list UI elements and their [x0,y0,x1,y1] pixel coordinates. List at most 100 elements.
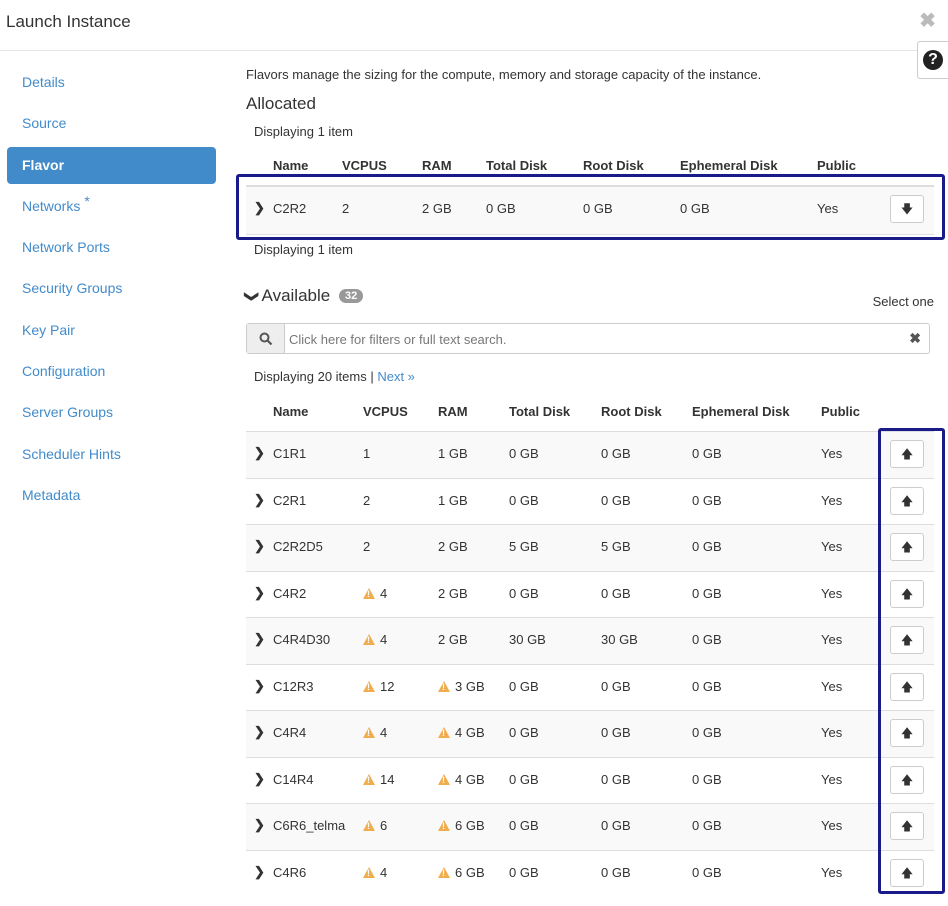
allocated-col-vcpus[interactable]: VCPUS [342,158,387,173]
allocated-col-ephemeral-disk[interactable]: Ephemeral Disk [680,158,778,173]
cell-vcpus: 6 [363,818,387,833]
cell-total-disk: 0 GB [509,772,539,787]
chevron-right-icon[interactable]: ❯ [254,491,265,507]
cell-vcpus: 2 [363,493,370,508]
nav-item-network-ports[interactable]: Network Ports [7,229,216,266]
cell-text: Yes [821,632,843,647]
available-col-vcpus[interactable]: VCPUS [363,404,408,419]
allocated-ram: 2 GB [422,201,452,216]
cell-public: Yes [821,679,842,694]
arrow-up-icon: 🡅 [900,726,914,740]
chevron-right-icon[interactable]: ❯ [254,584,265,600]
allocate-button[interactable]: 🡅 [890,719,924,747]
available-col-ram[interactable]: RAM [438,404,468,419]
allocated-col-root-disk[interactable]: Root Disk [583,158,644,173]
allocate-button[interactable]: 🡅 [890,672,924,701]
cell-root-disk: 0 GB [601,446,631,461]
nav-item-flavor[interactable]: Flavor [7,146,216,184]
available-col-public[interactable]: Public [821,404,861,419]
chevron-right-icon[interactable]: ❯ [254,863,265,879]
cell-text: 1 [363,446,371,461]
next-page-link[interactable]: Next » [377,369,415,384]
cell-text: 0 GB [509,678,539,694]
nav-item-details[interactable]: Details [7,64,216,101]
allocate-button[interactable]: 🡅 [890,486,924,515]
cell-vcpus: 4 [363,586,387,601]
allocate-button[interactable]: 🡅 [890,812,924,840]
cell-text: 0 GB [509,818,539,833]
chevron-right-icon[interactable]: ❯ [254,445,265,460]
nav-item-label: Details [22,74,65,90]
warning-icon [438,820,450,831]
cell-total-disk: 0 GB [509,446,539,461]
allocate-button[interactable]: 🡅 [890,858,924,887]
available-col-root-disk[interactable]: Root Disk [601,404,662,419]
cell-root-disk: 0 GB [601,679,631,694]
chevron-right-icon[interactable]: ❯ [254,770,265,786]
cell-text: 6 GB [455,818,485,833]
chevron-right-icon[interactable]: ❯ [254,817,265,832]
cell-text: 0 GB [601,864,631,880]
available-col-ephemeral-disk[interactable]: Ephemeral Disk [692,404,790,419]
chevron-right-icon[interactable]: ❯ [254,538,265,553]
deallocate-button[interactable]: 🡇 [890,195,924,223]
cell-ram: 2 GB [438,586,468,601]
cell-ram: 2 GB [438,539,468,554]
cell-text: 5 GB [601,539,631,554]
nav-item-label: Metadata [22,486,81,503]
nav-item-label: Security Groups [22,280,123,297]
allocate-button[interactable]: 🡅 [890,765,924,794]
cell-text: 0 GB [692,864,722,880]
nav-item-key-pair[interactable]: Key Pair [7,312,216,349]
available-toggle[interactable]: ❯ Available 32 [244,286,364,306]
nav-item-security-groups[interactable]: Security Groups [7,270,216,307]
allocate-button[interactable]: 🡅 [890,579,924,608]
chevron-right-icon[interactable]: ❯ [254,724,265,739]
nav-item-configuration[interactable]: Configuration [7,353,216,390]
allocated-col-name[interactable]: Name [273,158,309,173]
nav-item-networks[interactable]: Networks * [7,188,216,225]
nav-item-source[interactable]: Source [7,105,216,142]
cell-public: Yes [821,865,842,880]
help-button[interactable]: ? [917,41,948,79]
search-input[interactable] [287,324,891,355]
cell-ram: 6 GB [438,818,485,833]
allocated-col-ram[interactable]: RAM [422,158,452,173]
chevron-right-icon[interactable]: ❯ [254,677,265,693]
chevron-right-icon[interactable]: ❯ [254,631,265,646]
nav-item-scheduler-hints[interactable]: Scheduler Hints [7,436,216,473]
nav-item-metadata[interactable]: Metadata [7,477,216,514]
cell-text: C1R1 [273,446,307,461]
cell-text: 4 [380,864,388,880]
close-icon[interactable]: ✖ [919,10,936,32]
available-col-total-disk[interactable]: Total Disk [509,404,571,419]
cell-text: 0 GB [692,492,722,508]
available-col-name[interactable]: Name [273,404,309,419]
allocated-name: C2R2 [273,201,307,216]
cell-name: C4R6 [273,865,306,880]
cell-text: 0 GB [692,585,722,601]
cell-text: 0 GB [509,492,539,508]
clear-search-icon[interactable]: ✖ [909,330,921,346]
cell-text: 4 [380,632,388,647]
cell-ephemeral-disk: 0 GB [692,679,722,694]
cell-ram: 4 GB [438,772,485,787]
allocated-col-public[interactable]: Public [817,158,857,173]
cell-text: Yes [821,678,843,694]
warning-icon [363,727,375,738]
table-row [246,524,934,571]
nav-item-server-groups[interactable]: Server Groups [7,394,216,431]
allocate-button[interactable]: 🡅 [890,626,924,654]
cell-name: C4R4D30 [273,632,330,647]
header-divider [0,50,948,51]
allocate-button[interactable]: 🡅 [890,440,924,468]
table-row [246,570,934,618]
cell-text: 0 GB [601,818,631,833]
cell-total-disk: 0 GB [509,679,539,694]
chevron-right-icon[interactable]: ❯ [254,200,265,215]
available-heading: Available [261,286,331,305]
cell-ephemeral-disk: 0 GB [692,586,722,601]
cell-vcpus: 2 [363,539,370,554]
allocate-button[interactable]: 🡅 [890,533,924,561]
allocated-col-total-disk[interactable]: Total Disk [486,158,548,173]
